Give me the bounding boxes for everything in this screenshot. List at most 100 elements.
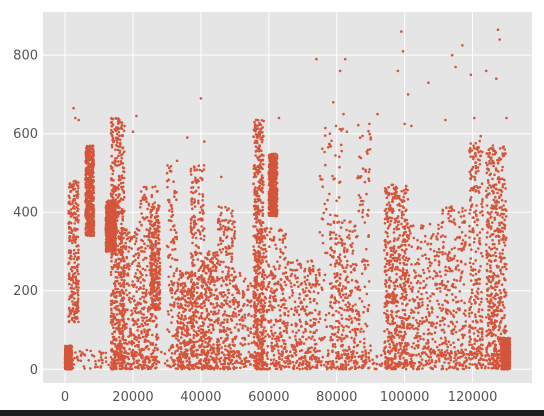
data-point-2955 xyxy=(134,311,138,315)
data-point-3995 xyxy=(186,330,189,334)
data-point-4749 xyxy=(224,250,228,253)
data-point-3672 xyxy=(170,303,173,307)
data-point-1120 xyxy=(71,316,74,320)
data-point-3119 xyxy=(133,322,136,326)
data-point-3667 xyxy=(173,359,177,362)
data-point-3862 xyxy=(192,336,195,340)
data-point-937 xyxy=(74,351,77,354)
data-point-4126 xyxy=(189,347,193,350)
data-point-2888 xyxy=(132,295,135,298)
data-point-2338 xyxy=(109,233,112,236)
data-point-562 xyxy=(471,363,474,366)
data-point-4600 xyxy=(226,320,229,324)
data-point-3695 xyxy=(167,275,170,279)
data-point-3399 xyxy=(155,262,159,266)
data-point-3373 xyxy=(151,343,155,347)
data-point-792 xyxy=(404,367,408,371)
data-point-2983 xyxy=(133,231,137,234)
data-point-4025 xyxy=(193,272,197,275)
data-point-4420 xyxy=(208,338,212,342)
data-point-3307 xyxy=(146,323,150,326)
data-point-1750 xyxy=(84,174,88,177)
data-point-1698 xyxy=(90,196,94,199)
data-point-3035 xyxy=(120,367,124,370)
data-point-1802 xyxy=(91,166,95,169)
data-point-3743 xyxy=(175,191,178,194)
data-point-3732 xyxy=(173,247,177,251)
data-point-4416 xyxy=(212,343,215,346)
data-point-4468 xyxy=(204,289,208,292)
data-point-2849 xyxy=(115,219,119,222)
data-point-811 xyxy=(92,355,96,358)
data-point-4775 xyxy=(219,324,222,327)
data-point-2743 xyxy=(116,229,120,233)
data-point-3081 xyxy=(136,279,140,282)
data-point-4669 xyxy=(230,255,233,259)
data-point-4247 xyxy=(190,186,193,189)
data-point-2763 xyxy=(110,254,114,257)
data-point-4500 xyxy=(200,311,204,315)
data-point-3914 xyxy=(176,367,179,371)
data-point-1683 xyxy=(85,225,88,229)
data-point-4471 xyxy=(207,313,211,316)
data-point-4016 xyxy=(192,258,195,262)
data-point-2646 xyxy=(120,288,124,292)
data-point-4675 xyxy=(229,305,232,309)
data-point-2645 xyxy=(110,195,114,199)
data-point-4344 xyxy=(213,269,216,272)
data-point-3195 xyxy=(145,319,149,323)
data-point-3543 xyxy=(157,265,160,269)
data-point-4931 xyxy=(262,162,265,166)
data-point-1723 xyxy=(86,200,90,203)
data-point-4763 xyxy=(228,246,231,249)
data-point-3944 xyxy=(185,348,188,352)
data-point-804 xyxy=(360,366,364,370)
data-point-4546 xyxy=(221,270,224,274)
data-point-2704 xyxy=(120,185,123,189)
data-point-3730 xyxy=(169,287,173,290)
data-point-3015 xyxy=(137,340,141,344)
data-point-3741 xyxy=(175,267,179,271)
data-point-1736 xyxy=(87,204,90,207)
data-point-1244 xyxy=(75,315,79,319)
data-point-4712 xyxy=(222,290,225,294)
data-point-803 xyxy=(353,355,357,359)
data-point-4595 xyxy=(228,353,231,357)
data-point-4734 xyxy=(217,318,220,322)
data-point-4582 xyxy=(220,346,223,349)
data-point-4774 xyxy=(230,354,233,358)
data-point-2293 xyxy=(107,223,110,227)
data-point-4585 xyxy=(228,300,232,303)
data-point-1150 xyxy=(76,221,80,224)
data-point-675 xyxy=(247,350,251,354)
data-point-893 xyxy=(198,353,202,357)
data-point-4498 xyxy=(204,337,207,341)
data-point-3155 xyxy=(145,228,148,231)
data-point-2941 xyxy=(136,361,139,365)
data-point-4564 xyxy=(216,254,220,257)
data-point-3011 xyxy=(137,261,141,265)
data-point-4406 xyxy=(208,288,211,292)
data-point-2636 xyxy=(121,166,125,169)
data-point-984 xyxy=(459,355,462,359)
data-point-2977 xyxy=(133,242,137,246)
data-point-3547 xyxy=(150,299,154,303)
data-point-4611 xyxy=(224,205,227,209)
data-point-1288 xyxy=(68,226,71,230)
data-point-3423 xyxy=(158,261,162,265)
data-point-1790 xyxy=(91,229,94,233)
data-point-3069 xyxy=(127,262,130,266)
data-point-4880 xyxy=(242,365,246,369)
data-point-4502 xyxy=(209,272,213,275)
data-point-3114 xyxy=(120,233,123,237)
data-point-3694 xyxy=(171,343,174,347)
data-point-1799 xyxy=(88,196,92,199)
data-point-2641 xyxy=(112,210,116,214)
data-point-3251 xyxy=(148,319,152,323)
data-point-3115 xyxy=(120,229,124,232)
data-point-4347 xyxy=(207,325,210,329)
data-point-2693 xyxy=(117,122,120,125)
data-point-3693 xyxy=(170,204,173,208)
data-point-4765 xyxy=(232,315,236,318)
data-point-780 xyxy=(322,363,326,367)
